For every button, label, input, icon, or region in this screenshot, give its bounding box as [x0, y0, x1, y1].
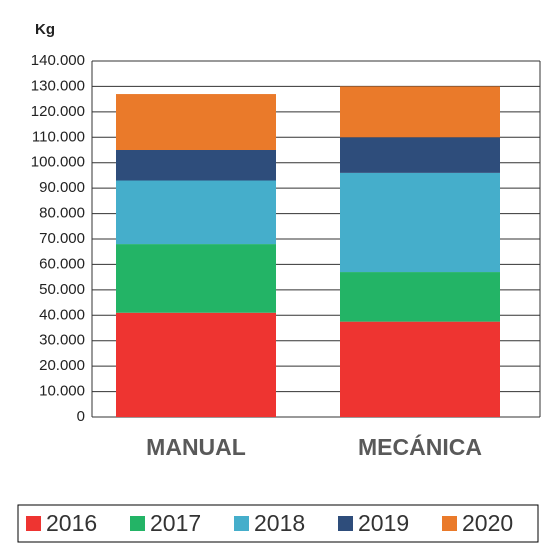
y-tick-label: 30.000	[39, 332, 85, 349]
bar-segment	[116, 180, 276, 245]
bar-segment	[116, 94, 276, 150]
y-tick-label: 100.000	[31, 154, 85, 171]
y-tick-label: 60.000	[39, 255, 85, 272]
legend-swatch	[442, 516, 457, 531]
legend-label: 2016	[46, 510, 97, 536]
bar-segment	[340, 272, 500, 322]
y-tick-label: 90.000	[39, 179, 85, 196]
bar-segment	[116, 244, 276, 313]
legend-swatch	[234, 516, 249, 531]
bar-segment	[340, 321, 500, 417]
legend-swatch	[130, 516, 145, 531]
y-tick-label: 80.000	[39, 205, 85, 222]
y-tick-label: 140.000	[31, 52, 85, 69]
y-tick-label: 50.000	[39, 281, 85, 298]
bar-segment	[340, 137, 500, 173]
x-tick-label: MANUAL	[146, 434, 246, 460]
y-tick-label: 20.000	[39, 357, 85, 374]
y-tick-label: 110.000	[32, 128, 85, 145]
bar-segment	[116, 312, 276, 417]
y-tick-label: 70.000	[39, 230, 85, 247]
legend-label: 2019	[358, 510, 409, 536]
y-tick-label: 0	[77, 408, 85, 425]
y-axis-label: Kg	[35, 21, 55, 38]
x-tick-label: MECÁNICA	[358, 433, 482, 460]
y-tick-label: 120.000	[31, 103, 85, 120]
legend-label: 2020	[462, 510, 513, 536]
legend-label: 2018	[254, 510, 305, 536]
y-tick-label: 130.000	[31, 77, 85, 94]
bar-segment	[340, 86, 500, 138]
bar-segment	[116, 150, 276, 181]
bar-segment	[340, 172, 500, 273]
y-tick-label: 40.000	[39, 306, 85, 323]
legend-label: 2017	[150, 510, 201, 536]
y-tick-label: 10.000	[39, 383, 85, 400]
legend-swatch	[26, 516, 41, 531]
legend-swatch	[338, 516, 353, 531]
legend-box	[17, 504, 539, 543]
